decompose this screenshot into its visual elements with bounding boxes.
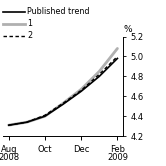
Text: %: % [124, 25, 132, 34]
Text: 1: 1 [27, 19, 32, 28]
Text: Published trend: Published trend [27, 7, 90, 16]
Text: 2: 2 [27, 31, 32, 40]
